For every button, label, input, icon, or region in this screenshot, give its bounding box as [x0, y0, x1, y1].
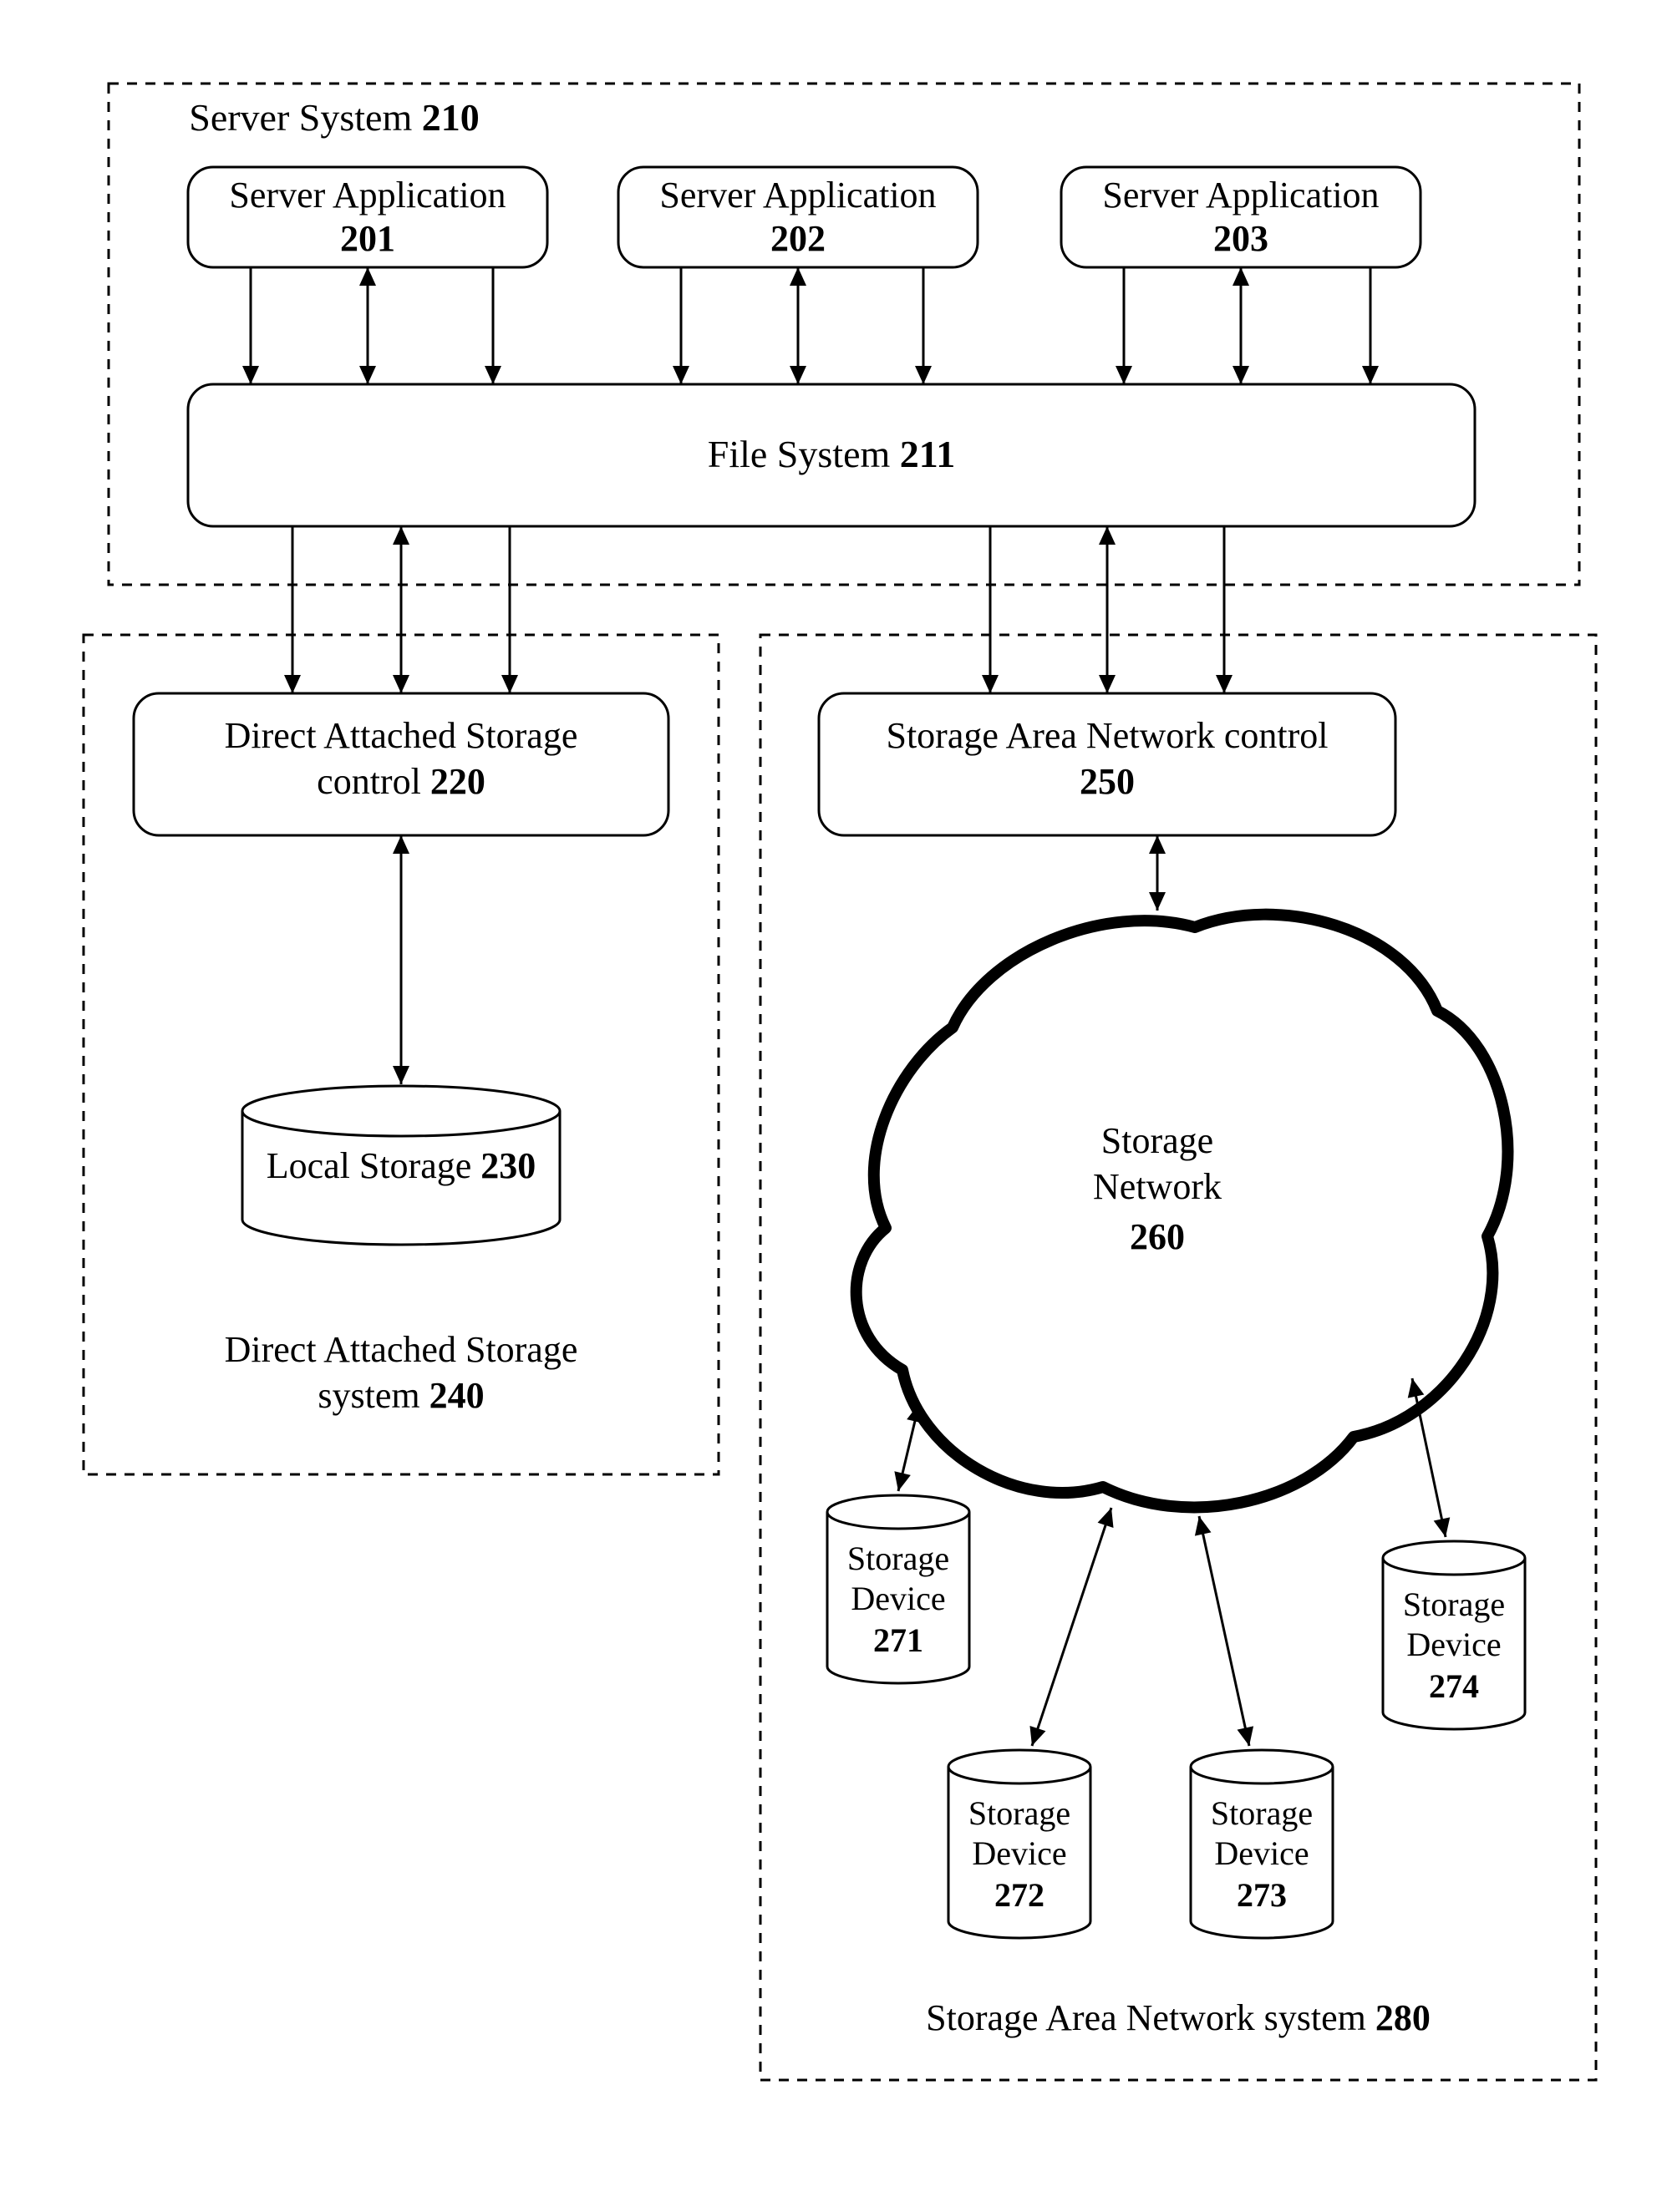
san-cloud	[1149, 835, 1166, 911]
fs-das-mid	[393, 526, 409, 693]
das-system-line2: system 240	[318, 1375, 484, 1416]
app3-fs-right	[1362, 267, 1379, 384]
app3-fs-mid	[1233, 267, 1249, 384]
dev273-l1: Storage	[1211, 1794, 1313, 1832]
das-control-line1: Direct Attached Storage	[225, 715, 578, 756]
san-control-line1: Storage Area Network control	[886, 715, 1328, 756]
storage-network-line1: Storage	[1101, 1120, 1213, 1161]
app2-fs-mid	[790, 267, 806, 384]
server-app-1-label: Server Application	[229, 175, 506, 216]
server-app-2-num: 202	[770, 218, 826, 259]
dev274-l2: Device	[1406, 1626, 1501, 1663]
dev271-l3: 271	[873, 1621, 923, 1659]
fs-san-left	[982, 526, 999, 693]
dev272-l3: 272	[994, 1876, 1044, 1914]
dev271-l2: Device	[851, 1580, 945, 1617]
dev273-l3: 273	[1237, 1876, 1287, 1914]
dev274-l3: 274	[1429, 1667, 1479, 1705]
das-system-line1: Direct Attached Storage	[225, 1329, 578, 1370]
app3-fs-left	[1116, 267, 1132, 384]
server-system-title-text: Server System 210	[189, 96, 480, 139]
app1-fs-mid	[359, 267, 376, 384]
fs-san-right	[1216, 526, 1233, 693]
storage-network-line3: 260	[1130, 1216, 1185, 1257]
dev271-l1: Storage	[847, 1540, 949, 1577]
dev273-l2: Device	[1214, 1834, 1309, 1872]
server-system-box	[109, 84, 1579, 585]
local-storage-label: Local Storage 230	[267, 1145, 536, 1186]
cloud-271	[894, 1403, 922, 1491]
storage-network-cloud	[856, 915, 1508, 1508]
app1-fs-left	[242, 267, 259, 384]
das-control-line2: control 220	[317, 761, 485, 802]
app2-fs-left	[673, 267, 689, 384]
server-app-2-label: Server Application	[659, 175, 936, 216]
cloud-273	[1195, 1516, 1253, 1746]
server-app-1-num: 201	[340, 218, 395, 259]
fs-das-right	[501, 526, 518, 693]
fs-san-mid	[1099, 526, 1116, 693]
san-system-label: Storage Area Network system 280	[926, 1997, 1431, 2038]
server-app-3-label: Server Application	[1102, 175, 1379, 216]
server-app-3-num: 203	[1213, 218, 1268, 259]
dev272-l1: Storage	[968, 1794, 1070, 1832]
cloud-272	[1029, 1508, 1113, 1746]
app1-fs-right	[485, 267, 501, 384]
storage-network-line2: Network	[1093, 1166, 1222, 1207]
fs-das-left	[284, 526, 301, 693]
storage-architecture-diagram: Server System 210Server Application201Se…	[0, 0, 1662, 2212]
file-system-label: File System 211	[708, 433, 956, 475]
san-control-line2: 250	[1080, 761, 1135, 802]
das-local	[393, 835, 409, 1084]
dev274-l1: Storage	[1403, 1585, 1505, 1623]
dev272-l2: Device	[972, 1834, 1066, 1872]
app2-fs-right	[915, 267, 932, 384]
